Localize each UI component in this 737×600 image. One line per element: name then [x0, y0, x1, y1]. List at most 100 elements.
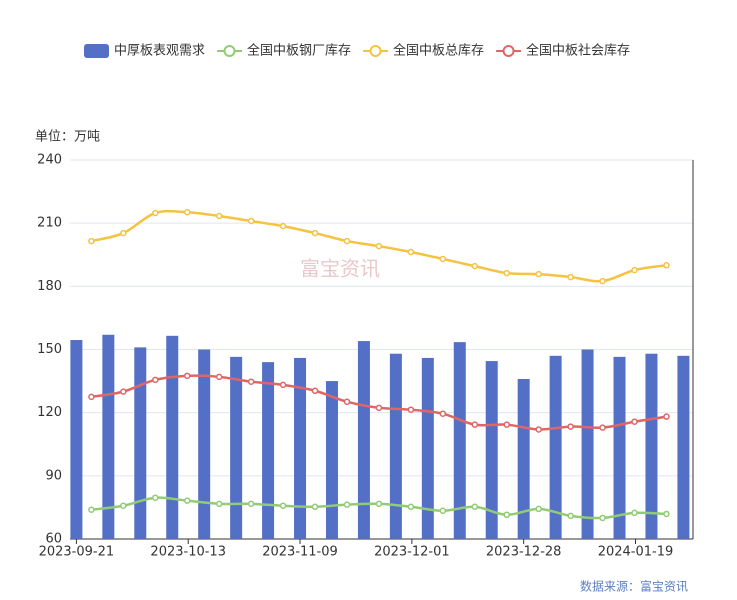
point [375, 404, 383, 412]
point [631, 418, 638, 425]
point [279, 222, 287, 230]
bar [166, 335, 179, 539]
legend-label: 全国中板总库存 [393, 43, 484, 59]
point [88, 237, 95, 245]
point [599, 514, 606, 522]
point [535, 270, 542, 278]
point [663, 510, 670, 518]
source: 数据来源：富宝资讯 [580, 579, 688, 594]
point [183, 372, 191, 380]
x-tick-label: 2023-10-13 [150, 545, 226, 560]
point [471, 421, 479, 428]
point [311, 229, 319, 237]
legend-label: 全国中板社会库存 [526, 43, 630, 59]
bar [549, 355, 562, 539]
point [183, 208, 191, 216]
unit-label: 单位：万吨 [35, 130, 100, 145]
bar [677, 355, 690, 539]
point [439, 255, 447, 263]
point [471, 262, 479, 270]
y-tick-label: 60 [45, 532, 62, 547]
point [375, 500, 383, 508]
watermark: 富宝资讯 [300, 257, 380, 281]
point [279, 502, 287, 509]
y-tick-label: 150 [37, 342, 62, 357]
point [535, 505, 542, 513]
legend-label: 中厚板表观需求 [114, 44, 205, 59]
point [120, 388, 127, 395]
bar [581, 349, 594, 539]
point [439, 507, 447, 515]
bar [230, 356, 243, 539]
point [503, 269, 510, 277]
point [439, 410, 447, 417]
bar [198, 349, 211, 539]
point [599, 277, 606, 285]
point [152, 209, 159, 217]
x-tick-label: 2023-11-09 [262, 545, 338, 560]
point [567, 273, 574, 281]
point [503, 421, 510, 428]
x-tick-label: 2023-09-21 [39, 545, 115, 560]
point [120, 502, 127, 509]
bar [645, 353, 658, 539]
point [215, 373, 223, 381]
point [311, 503, 319, 511]
bar [453, 342, 466, 539]
point [88, 393, 95, 401]
legend-swatch [369, 45, 382, 57]
point [183, 497, 191, 504]
point [599, 424, 606, 431]
x-tick-label: 2024-01-19 [598, 545, 674, 560]
point [503, 511, 510, 519]
point [343, 501, 351, 508]
line-series [88, 208, 670, 285]
y-tick-label: 120 [37, 405, 62, 420]
point [631, 509, 638, 517]
point [279, 381, 287, 389]
bar [613, 356, 626, 539]
point [631, 266, 638, 274]
point [407, 248, 415, 256]
y-tick-label: 180 [37, 279, 62, 294]
point [215, 212, 223, 220]
bar [517, 378, 530, 539]
y-tick-label: 90 [45, 468, 62, 483]
y-tick-label: 240 [37, 153, 62, 168]
x-tick-label: 2023-12-01 [374, 545, 450, 560]
legend-swatch [84, 44, 109, 58]
point [247, 378, 255, 385]
point [343, 398, 351, 405]
point [663, 413, 670, 420]
point [152, 494, 159, 501]
point [88, 506, 95, 513]
point [247, 217, 255, 225]
y-tick-label: 210 [37, 216, 62, 231]
line-series [88, 372, 670, 433]
point [407, 503, 415, 511]
bar [325, 381, 338, 539]
point [663, 262, 670, 269]
legend-swatch [223, 45, 236, 57]
bar [134, 347, 147, 539]
bar [389, 353, 402, 539]
point [215, 500, 223, 508]
bar [357, 341, 370, 539]
line-series [88, 494, 670, 522]
bar [294, 357, 307, 539]
point [471, 503, 479, 511]
bar [485, 361, 498, 539]
legend-swatch [502, 45, 515, 57]
point [311, 387, 319, 395]
bar [421, 357, 434, 539]
point [120, 229, 127, 237]
point [247, 500, 255, 508]
point [567, 423, 574, 430]
bar [102, 334, 115, 539]
point [407, 406, 415, 413]
x-tick-label: 2023-12-28 [486, 545, 562, 560]
point [535, 426, 542, 433]
point [152, 376, 159, 384]
legend-label: 全国中板钢厂库存 [247, 43, 351, 59]
